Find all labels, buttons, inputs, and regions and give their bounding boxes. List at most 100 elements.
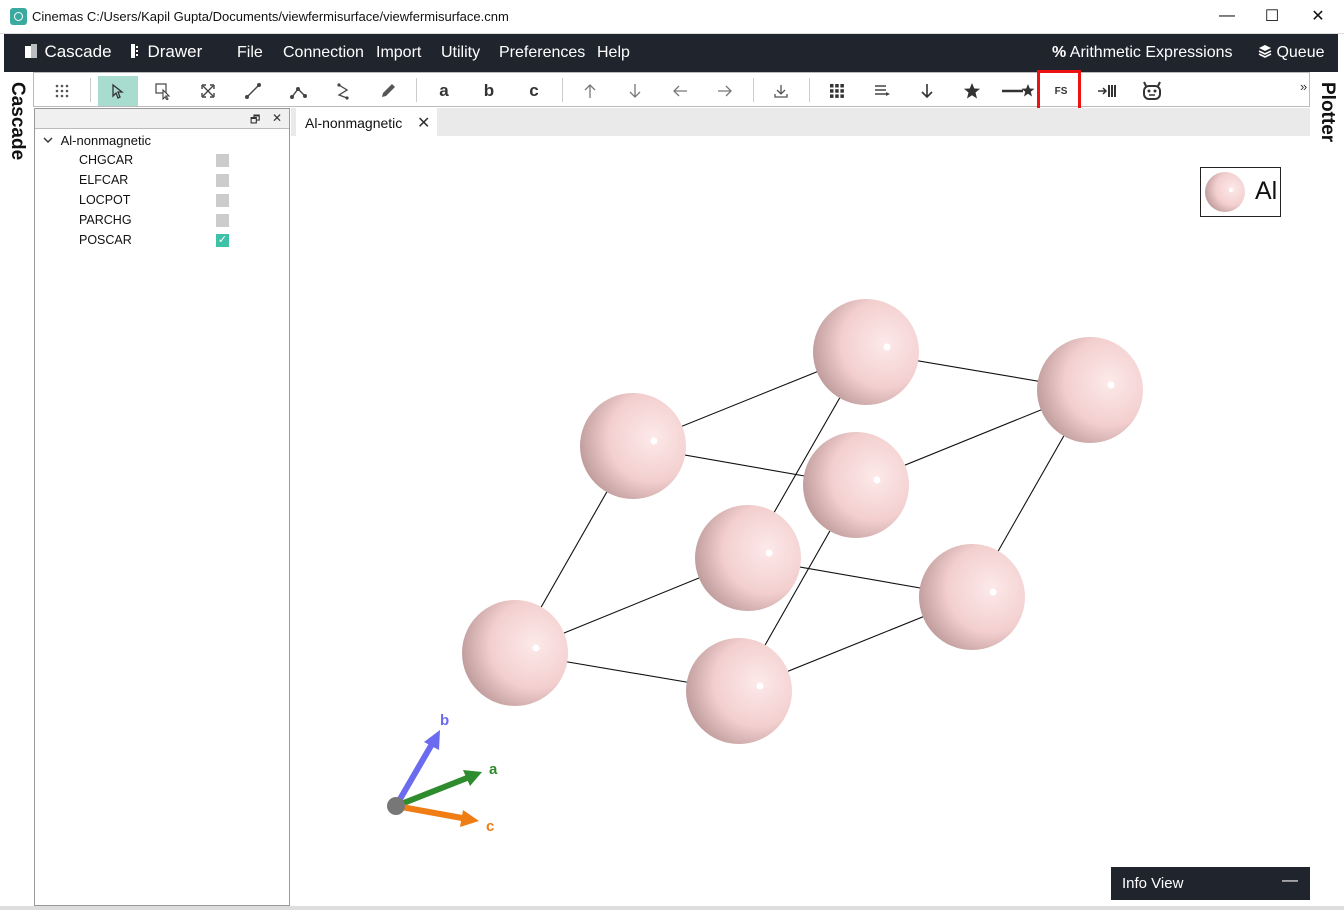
elfcar-checkbox[interactable] (216, 174, 229, 187)
tree-root-label: Al-nonmagnetic (60, 133, 151, 148)
collapse-right-button[interactable] (1087, 76, 1127, 106)
tree-item-elfcar[interactable]: ELFCAR (79, 173, 129, 187)
preferences-menu[interactable]: Preferences (499, 44, 586, 61)
dihedral-button[interactable] (323, 76, 363, 106)
separator (809, 78, 810, 102)
tree-item-locpot[interactable]: LOCPOT (79, 193, 131, 207)
al-atom (803, 432, 909, 538)
structure-viewport[interactable]: b a c (291, 136, 1310, 910)
minimize-button[interactable]: — (1219, 7, 1235, 24)
panel-restore-button[interactable]: 🗗 (250, 114, 261, 126)
fermi-surface-button[interactable]: FS (1041, 76, 1081, 106)
view-c-button[interactable]: c (514, 76, 554, 106)
parchg-checkbox[interactable] (216, 214, 229, 227)
tree-root[interactable]: Al-nonmagnetic (43, 133, 151, 148)
grid-icon (830, 84, 844, 98)
info-view-collapse-button[interactable]: — (1282, 872, 1298, 889)
view-a-button[interactable]: a (424, 76, 464, 106)
file-menu[interactable]: File (237, 44, 263, 61)
panel-close-button[interactable]: ✕ (272, 111, 283, 125)
box-select-button[interactable] (143, 76, 183, 106)
chgcar-checkbox[interactable] (216, 154, 229, 167)
info-view-title: Info View (1122, 875, 1184, 892)
al-atom (686, 638, 792, 744)
dihedral-icon (337, 83, 349, 100)
arithmetic-expressions-menu[interactable]: % Arithmetic Expressions (1052, 44, 1233, 62)
arrow-up-icon (584, 84, 596, 98)
file-tree-panel: 🗗 ✕ Al-nonmagnetic CHGCAR ELFCAR LOCPOT … (34, 108, 290, 906)
connection-menu[interactable]: Connection (283, 44, 364, 61)
supercell-button[interactable] (817, 76, 857, 106)
assistant-button[interactable] (1132, 76, 1172, 106)
help-menu[interactable]: Help (597, 44, 630, 61)
separator (416, 78, 417, 102)
atoms (462, 299, 1143, 744)
window-title: Cinemas C:/Users/Kapil Gupta/Documents/v… (32, 9, 509, 24)
grid-dots-button[interactable] (42, 76, 82, 106)
view-b-button[interactable]: b (469, 76, 509, 106)
tab-label: Al-nonmagnetic (305, 115, 403, 131)
bond-length-button[interactable] (233, 76, 273, 106)
rotate-left-button[interactable] (660, 76, 700, 106)
drawer-icon (131, 44, 138, 58)
favorite-button[interactable] (952, 76, 992, 106)
expand-arrows-icon (201, 84, 215, 98)
status-edge (0, 906, 1344, 910)
info-view-panel[interactable]: Info View — (1111, 867, 1310, 900)
view-a-label: a (439, 81, 449, 100)
pencil-icon (382, 84, 395, 97)
cascade-icon (25, 44, 37, 58)
cascade-side-tab[interactable]: Cascade (7, 82, 28, 161)
draw-button[interactable] (368, 76, 408, 106)
title-bar: Cinemas C:/Users/Kapil Gupta/Documents/v… (0, 0, 1344, 34)
plotter-side-tab[interactable]: Plotter (1317, 82, 1338, 143)
legend-atom-icon (1205, 172, 1245, 212)
queue-menu[interactable]: Queue (1258, 44, 1325, 62)
rotate-right-button[interactable] (705, 76, 745, 106)
arrow-down-bold-button[interactable] (907, 76, 947, 106)
cascade-menu[interactable]: Cascade (22, 42, 112, 62)
arithmetic-expressions-label: Arithmetic Expressions (1069, 44, 1233, 61)
bond-angle-button[interactable] (278, 76, 318, 106)
al-atom (813, 299, 919, 405)
locpot-checkbox[interactable] (216, 194, 229, 207)
bond-line-icon (245, 83, 261, 99)
maximize-button[interactable]: ☐ (1264, 8, 1280, 25)
al-atom (1037, 337, 1143, 443)
toolbar-overflow-button[interactable]: » (1300, 79, 1308, 94)
align-lines-icon (875, 85, 890, 96)
c-axis-label: c (486, 818, 494, 835)
expand-button[interactable] (188, 76, 228, 106)
line-star-button[interactable] (997, 76, 1041, 106)
toolbar: a b c FS » (33, 72, 1310, 107)
b-axis-arrow (424, 730, 440, 750)
separator (90, 78, 91, 102)
tree-item-poscar[interactable]: POSCAR (79, 233, 132, 247)
rotate-up-button[interactable] (570, 76, 610, 106)
element-legend: Al (1200, 167, 1281, 217)
align-button[interactable] (862, 76, 902, 106)
import-menu[interactable]: Import (376, 44, 422, 61)
rotate-down-button[interactable] (615, 76, 655, 106)
menu-bar: Cascade Drawer File Connection Import Ut… (4, 34, 1338, 72)
view-c-label: c (529, 81, 539, 100)
download-button[interactable] (761, 76, 801, 106)
close-button[interactable]: ✕ (1311, 8, 1325, 25)
al-atom (919, 544, 1025, 650)
download-icon (774, 85, 788, 98)
tree-item-chgcar[interactable]: CHGCAR (79, 153, 134, 167)
drawer-menu[interactable]: Drawer (129, 42, 202, 62)
utility-menu[interactable]: Utility (441, 44, 481, 61)
poscar-checkbox[interactable]: ✓ (216, 234, 229, 247)
bond-lines (514, 351, 1091, 692)
tree-item-parchg[interactable]: PARCHG (79, 213, 132, 227)
tab-close-button[interactable]: ✕ (417, 115, 431, 132)
crystal-structure[interactable]: b a c (291, 136, 1310, 910)
box-select-icon (155, 83, 171, 100)
tab-strip: Al-nonmagnetic ✕ (291, 108, 1310, 136)
angle-icon (290, 87, 307, 99)
c-axis-arrow (460, 810, 479, 827)
rotate-select-button[interactable] (98, 76, 138, 106)
arrow-down-bold-icon (921, 84, 933, 99)
tab-al-nonmagnetic[interactable]: Al-nonmagnetic ✕ (296, 108, 437, 136)
